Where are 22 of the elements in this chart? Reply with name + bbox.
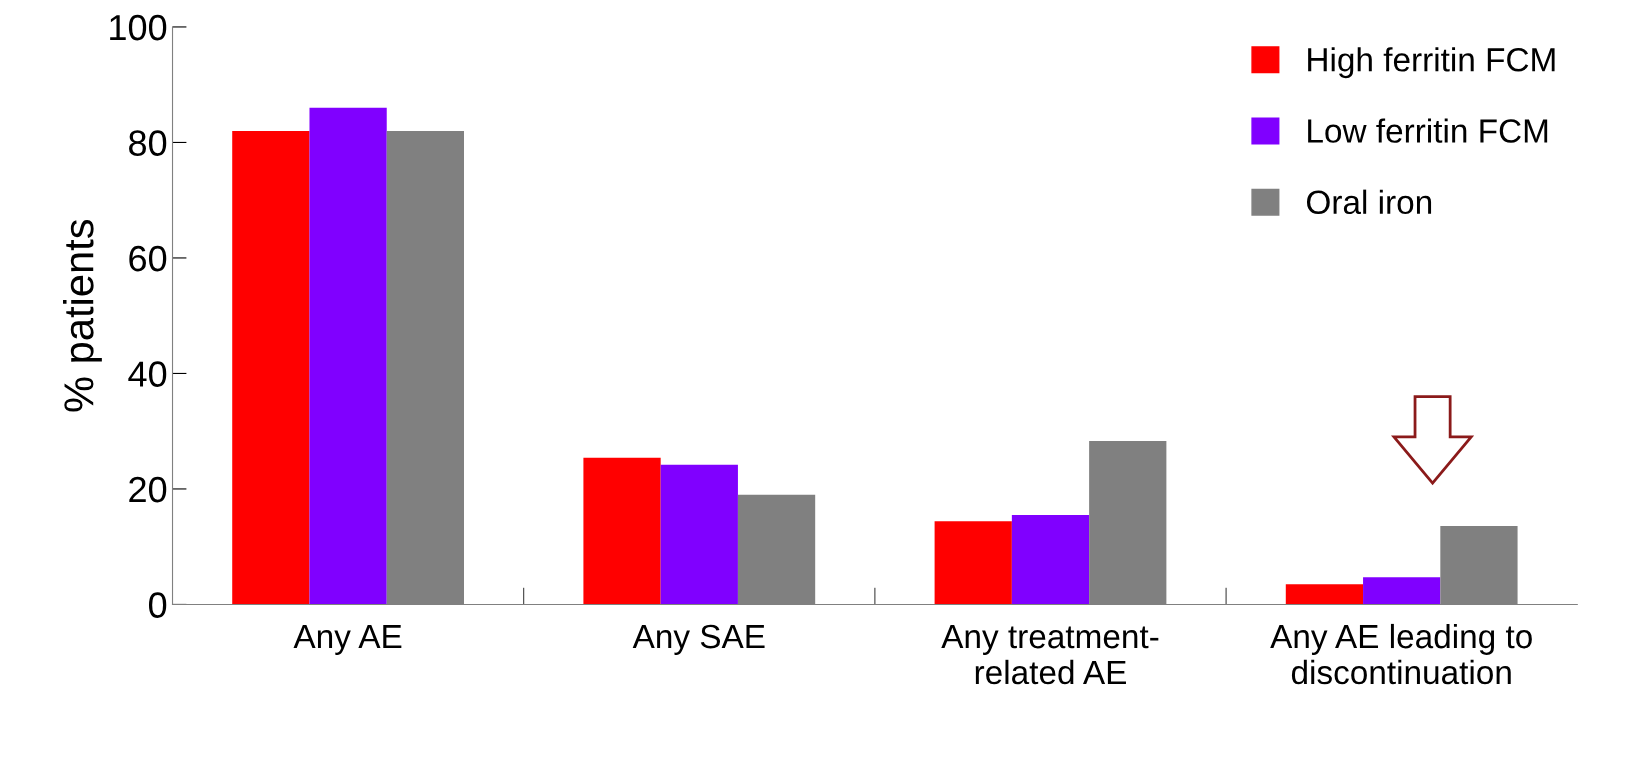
bar: [660, 464, 738, 605]
y-tick-label: 20: [129, 476, 167, 503]
bar: [1285, 584, 1364, 605]
y-tick-label: 100: [110, 14, 167, 41]
y-tick-label: 40: [128, 361, 167, 387]
bar: [1011, 514, 1090, 605]
bar: [934, 521, 1012, 605]
legend-label: High ferritin FCM: [1308, 47, 1555, 79]
bar: [583, 457, 661, 605]
legend-label: Low ferritin FCM: [1308, 118, 1548, 143]
x-tick-label: Any AE: [293, 625, 402, 655]
bar: [1363, 577, 1441, 605]
y-tick-label: 80: [129, 130, 167, 156]
bar: [309, 107, 387, 605]
x-tick-label: Any treatment- related AE: [941, 625, 1159, 685]
y-tick-label: 0: [148, 592, 167, 618]
y-tick-label: 60: [129, 245, 167, 272]
bar: [232, 130, 310, 605]
y-axis-title: % patients: [63, 219, 102, 412]
x-tick-label: Any SAE: [632, 624, 765, 655]
x-tick-label: Any AE leading to discontinuation: [1270, 623, 1532, 685]
legend-label: Oral iron: [1306, 189, 1432, 215]
